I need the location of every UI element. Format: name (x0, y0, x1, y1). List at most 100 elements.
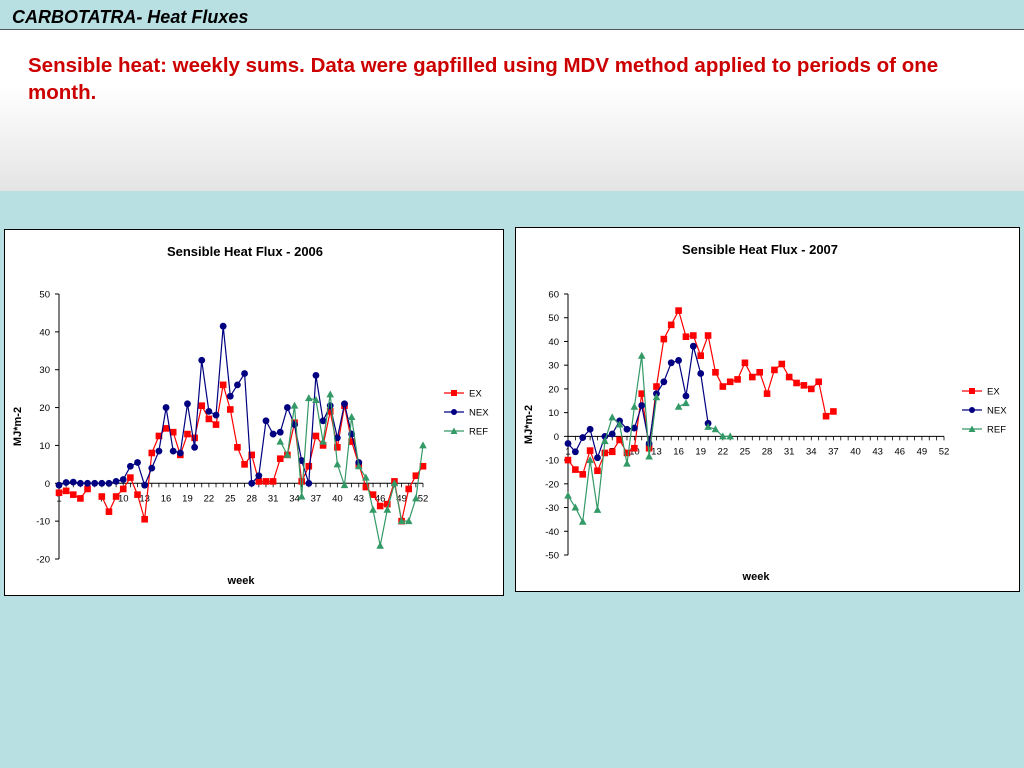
data-point-nex (191, 443, 199, 451)
y-tick-label: 20 (548, 384, 559, 395)
data-point-nex (155, 447, 163, 455)
data-point-nex (638, 402, 646, 409)
data-point-ex (184, 430, 191, 438)
x-tick-label: 34 (289, 493, 300, 504)
data-point-ex (219, 381, 227, 389)
data-point-nex (134, 459, 141, 466)
data-point-ex (248, 451, 256, 459)
data-point-ex (594, 467, 601, 475)
data-point-ref (593, 505, 602, 513)
legend-label: REF (469, 427, 488, 438)
data-point-ex (191, 434, 198, 442)
data-point-ref (297, 492, 306, 500)
chart-title: Sensible Heat Flux - 2006 (167, 244, 323, 259)
data-point-ref (601, 437, 609, 445)
data-point-ex (334, 444, 341, 451)
x-tick-label: 40 (850, 446, 861, 457)
chart-2007: Sensible Heat Flux - 2007 -50 -40 -30 -20 -10… (515, 227, 1020, 592)
chart-title: Sensible Heat Flux - 2007 (682, 242, 838, 257)
x-tick-label: 13 (651, 446, 662, 457)
data-point-ex (822, 412, 830, 420)
data-point-nex (276, 428, 284, 436)
data-point-ex (419, 462, 427, 470)
data-point-ex (362, 483, 370, 491)
data-point-ref (419, 441, 427, 449)
data-point-ex (653, 383, 660, 390)
data-point-nex (305, 479, 313, 487)
data-point-nex (667, 359, 675, 367)
data-point-ex (155, 432, 163, 440)
data-point-ref (319, 437, 327, 445)
data-point-nex (623, 425, 631, 433)
x-tick-label: 22 (204, 493, 215, 504)
data-point-ref (637, 351, 646, 359)
data-point-ex (763, 390, 771, 397)
data-point-ex (305, 462, 313, 470)
data-point-ex (269, 478, 277, 485)
data-point-ex (756, 369, 763, 376)
data-point-ex (749, 373, 756, 381)
data-point-ref (578, 517, 587, 525)
legend-marker (969, 407, 975, 413)
legend-label: NEX (469, 408, 489, 419)
data-point-nex (212, 411, 220, 419)
y-axis-label: MJ*m-2 (12, 407, 24, 446)
data-point-ex (198, 402, 206, 409)
data-point-ex (712, 369, 719, 376)
data-point-nex (333, 434, 341, 442)
x-tick-label: 10 (118, 493, 129, 504)
data-point-ex (807, 385, 815, 393)
legend-label: EX (987, 387, 1000, 398)
data-point-ref (726, 432, 734, 440)
data-point-ex (564, 456, 572, 464)
data-point-nex (283, 404, 291, 411)
data-point-nex (234, 381, 241, 389)
data-point-ex (326, 408, 334, 415)
data-point-ex (348, 438, 355, 445)
series-ref (564, 351, 734, 525)
data-point-nex (77, 479, 84, 487)
data-point-ex (212, 421, 220, 428)
data-point-nex (69, 478, 77, 486)
data-point-ref (369, 505, 377, 513)
data-point-ex (690, 332, 697, 339)
chart-svg: Sensible Heat Flux - 2006 -20 -10 0 10 20 30 40… (12, 244, 489, 587)
data-point-ref (312, 396, 320, 403)
data-point-ex (376, 502, 384, 510)
data-point-nex (169, 447, 177, 455)
data-point-ref (719, 432, 727, 440)
data-point-ex (623, 449, 631, 457)
data-point-ex (682, 333, 690, 341)
page-title: CARBOTATRA- Heat Fluxes (12, 7, 249, 27)
data-point-nex (697, 370, 705, 377)
data-point-nex (62, 479, 70, 486)
x-tick-label: 40 (332, 493, 343, 504)
chart-svg: Sensible Heat Flux - 2007 -50 -40 -30 -20 -10… (523, 242, 1007, 583)
data-point-nex (571, 448, 579, 456)
data-point-ex (77, 495, 84, 502)
data-point-ex (241, 461, 248, 468)
data-point-nex (564, 440, 572, 447)
data-point-ex (55, 489, 63, 497)
x-tick-label: 34 (806, 446, 817, 457)
data-point-nex (594, 454, 601, 462)
x-tick-label: 28 (762, 446, 773, 457)
data-point-ex (141, 515, 148, 523)
y-tick-label: 40 (39, 327, 50, 338)
x-tick-label: 49 (396, 493, 407, 504)
data-point-ref (645, 452, 653, 460)
data-point-ex (69, 491, 77, 498)
x-tick-label: 1 (56, 493, 61, 504)
data-point-ex (298, 478, 305, 485)
data-point-ref (608, 413, 617, 421)
legend-marker (969, 388, 975, 394)
x-tick-label: 49 (917, 446, 928, 457)
data-point-ex (169, 428, 177, 436)
series-nex (55, 322, 363, 489)
page-subtitle: Sensible heat: weekly sums. Data were ga… (28, 54, 939, 104)
legend-label: NEX (987, 406, 1007, 417)
legend-item-ex: EX (444, 389, 482, 400)
data-point-ref (564, 491, 572, 499)
y-tick-label: -10 (545, 456, 559, 467)
data-point-ref (390, 479, 399, 487)
